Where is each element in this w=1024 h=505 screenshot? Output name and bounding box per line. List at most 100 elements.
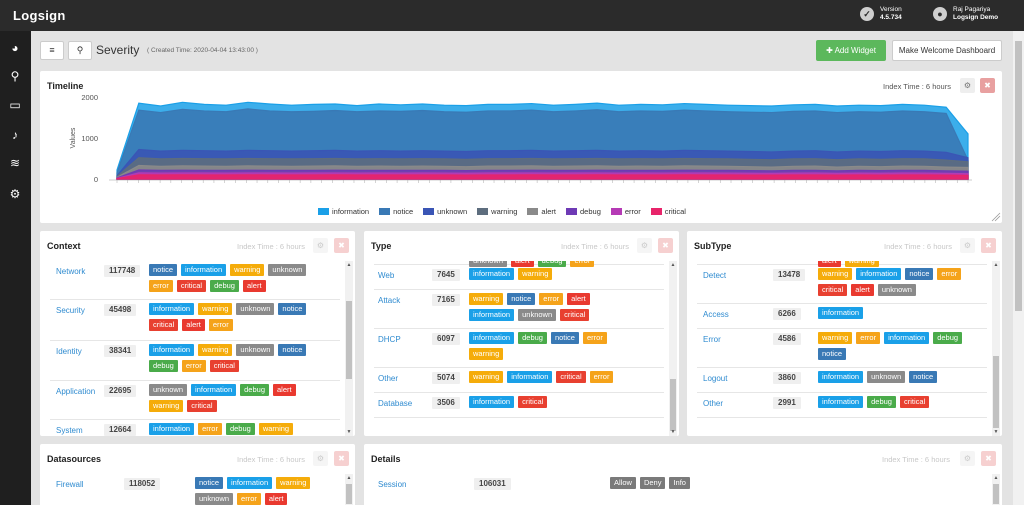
table-row[interactable]: DHCP 6097 information debug notice error warni… — [374, 329, 664, 368]
context-scrollbar[interactable]: ▲ ▼ — [345, 261, 353, 436]
severity-tag-alert[interactable]: alert — [242, 280, 266, 292]
severity-tag-critical[interactable]: critical — [176, 280, 207, 292]
severity-tag-critical[interactable]: critical — [899, 396, 930, 408]
table-row[interactable]: Logout 3860 information unknown notice — [697, 368, 987, 393]
datasources-scrollbar[interactable]: ▲ — [345, 474, 353, 505]
severity-tag-notice[interactable]: notice — [507, 293, 536, 305]
severity-tag-warning[interactable]: warning — [818, 268, 853, 280]
datasources-close-button[interactable]: ✖ — [334, 451, 349, 466]
severity-tag-debug[interactable]: debug — [225, 423, 255, 435]
resize-handle[interactable] — [991, 212, 1001, 222]
severity-tag-information[interactable]: information — [227, 477, 273, 489]
datasources-settings-button[interactable]: ⚙ — [313, 451, 328, 466]
table-row[interactable]: Web 7645 information warning — [374, 265, 664, 290]
table-row[interactable]: Attack 7165 warning notice error alert informa… — [374, 290, 664, 329]
severity-tag-information[interactable]: information — [469, 332, 515, 344]
row-name[interactable]: Other — [378, 374, 399, 383]
legend-item-warning[interactable]: warning — [477, 207, 517, 216]
row-name[interactable]: Web — [378, 271, 395, 280]
context-settings-button[interactable]: ⚙ — [313, 238, 328, 253]
gear-icon[interactable]: ⚙ — [9, 187, 21, 201]
severity-tag-notice[interactable]: notice — [195, 477, 224, 489]
severity-tag-unknown[interactable]: unknown — [867, 371, 906, 383]
severity-tag-warning[interactable]: warning — [276, 477, 311, 489]
severity-tag-information[interactable]: information — [149, 344, 195, 356]
table-row[interactable]: Other 2991 information debug critical — [697, 393, 987, 418]
severity-tag-notice[interactable]: notice — [149, 264, 178, 276]
severity-tag-debug[interactable]: debug — [537, 261, 567, 267]
severity-tag-alert[interactable]: alert — [818, 261, 841, 267]
row-name[interactable]: Detect — [703, 271, 727, 280]
row-name[interactable]: DHCP — [378, 335, 401, 344]
severity-tag-critical[interactable]: critical — [149, 319, 179, 331]
row-name[interactable]: Attack — [378, 296, 401, 305]
severity-tag-error[interactable]: error — [181, 360, 206, 372]
severity-tag-information[interactable]: information — [469, 309, 515, 321]
severity-tag-warning[interactable]: warning — [258, 423, 294, 435]
severity-tag-debug[interactable]: debug — [867, 396, 896, 408]
severity-tag-warning[interactable]: warning — [149, 400, 184, 412]
severity-tag-error[interactable]: error — [237, 493, 261, 505]
severity-tag-alert[interactable]: alert — [851, 284, 874, 296]
severity-tag-notice[interactable]: notice — [909, 371, 938, 383]
type-settings-button[interactable]: ⚙ — [637, 238, 652, 253]
severity-tag-debug[interactable]: debug — [240, 384, 269, 396]
severity-tag-critical[interactable]: critical — [560, 309, 590, 321]
severity-tag-alert[interactable]: alert — [511, 261, 534, 267]
row-name[interactable]: Security — [56, 306, 85, 315]
severity-tag-error[interactable]: error — [208, 319, 233, 331]
table-row[interactable]: Security 45498 information warning unknown no… — [50, 300, 340, 341]
severity-tag-warning[interactable]: warning — [818, 332, 853, 344]
menu-button[interactable]: ≡ — [40, 41, 64, 60]
id-card-icon[interactable]: ▭ — [9, 98, 21, 112]
row-name[interactable]: Firewall — [56, 480, 84, 489]
type-close-button[interactable]: ✖ — [658, 238, 673, 253]
row-name[interactable]: Identity — [56, 347, 82, 356]
legend-item-alert[interactable]: alert — [527, 207, 556, 216]
severity-tag-warning[interactable]: warning — [469, 348, 504, 360]
severity-tag-critical[interactable]: critical — [818, 284, 848, 296]
severity-tag-warning[interactable]: warning — [844, 261, 879, 267]
severity-tag-warning[interactable]: warning — [198, 344, 233, 356]
severity-tag-info[interactable]: Info — [669, 477, 690, 489]
table-row[interactable]: unknownalertdebugerror — [374, 261, 664, 267]
severity-tag-unknown[interactable]: unknown — [236, 344, 275, 356]
row-name[interactable]: Application — [56, 387, 96, 396]
add-widget-button[interactable]: ✚ Add Widget — [816, 40, 886, 61]
severity-tag-unknown[interactable]: unknown — [518, 309, 557, 321]
severity-tag-allow[interactable]: Allow — [610, 477, 636, 489]
legend-item-critical[interactable]: critical — [650, 207, 686, 216]
severity-tag-warning[interactable]: warning — [469, 371, 504, 383]
subtype-close-button[interactable]: ✖ — [981, 238, 996, 253]
severity-tag-information[interactable]: information — [149, 423, 195, 435]
severity-tag-critical[interactable]: critical — [209, 360, 239, 372]
severity-tag-information[interactable]: information — [507, 371, 553, 383]
severity-tag-unknown[interactable]: unknown — [469, 261, 508, 267]
severity-tag-information[interactable]: information — [181, 264, 227, 276]
legend-item-information[interactable]: information — [318, 207, 369, 216]
severity-tag-information[interactable]: information — [884, 332, 930, 344]
severity-tag-unknown[interactable]: unknown — [877, 284, 916, 296]
legend-item-unknown[interactable]: unknown — [423, 207, 467, 216]
severity-tag-error[interactable]: error — [539, 293, 564, 305]
context-close-button[interactable]: ✖ — [334, 238, 349, 253]
dashboard-icon[interactable]: ◕ — [11, 41, 19, 55]
severity-tag-information[interactable]: information — [856, 268, 902, 280]
severity-tag-error[interactable]: error — [149, 280, 173, 292]
details-close-button[interactable]: ✖ — [981, 451, 996, 466]
make-welcome-dashboard-button[interactable]: Make Welcome Dashboard — [892, 40, 1002, 61]
severity-tag-notice[interactable]: notice — [905, 268, 934, 280]
severity-tag-information[interactable]: information — [191, 384, 237, 396]
severity-tag-warning[interactable]: warning — [518, 268, 553, 280]
wifi-icon[interactable]: ≋ — [9, 156, 21, 170]
severity-tag-debug[interactable]: debug — [518, 332, 547, 344]
severity-tag-error[interactable]: error — [198, 423, 222, 435]
table-row[interactable]: System 12664 information error debug warning — [50, 420, 340, 436]
severity-tag-debug[interactable]: debug — [210, 280, 239, 292]
severity-tag-debug[interactable]: debug — [149, 360, 178, 372]
legend-item-debug[interactable]: debug — [566, 207, 601, 216]
search-button[interactable]: ⚲ — [68, 41, 92, 60]
severity-tag-information[interactable]: information — [469, 268, 515, 280]
severity-tag-information[interactable]: information — [469, 396, 515, 408]
timeline-settings-button[interactable]: ⚙ — [960, 78, 975, 93]
